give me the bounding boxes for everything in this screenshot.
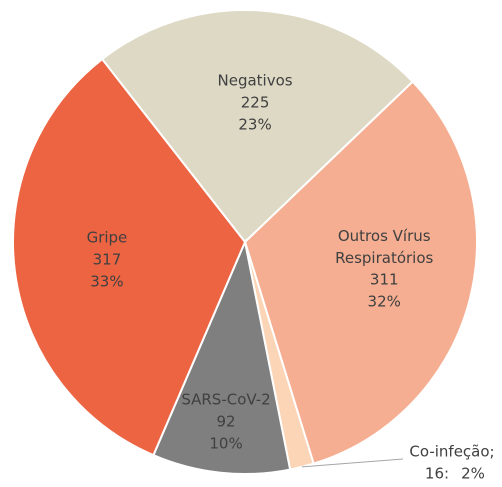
pie-slice xyxy=(100,9,415,244)
slice-value: 311 xyxy=(370,271,399,289)
pie-slice xyxy=(152,238,292,475)
slice-label: SARS-CoV-2 xyxy=(181,390,270,408)
pie-slice xyxy=(12,57,247,457)
slice-percent: 23% xyxy=(238,116,271,134)
leader-line xyxy=(301,458,404,468)
slice-label: Negativos xyxy=(218,72,293,90)
slice-value: 16: xyxy=(425,465,449,483)
slice-percent: 33% xyxy=(90,272,123,290)
slice-value: 92 xyxy=(216,412,235,430)
slice-label: Outros Vírus Respiratórios xyxy=(335,227,433,267)
slice-percent: 10% xyxy=(209,434,242,452)
slice-percent: 32% xyxy=(368,293,401,311)
slice-label: Gripe xyxy=(87,228,128,246)
pie-slice xyxy=(243,80,478,465)
slice-value: 317 xyxy=(93,250,122,268)
slice-percent: 2% xyxy=(461,465,485,483)
slice-value: 225 xyxy=(241,94,270,112)
slice-label: Co-infeção; xyxy=(409,443,494,461)
